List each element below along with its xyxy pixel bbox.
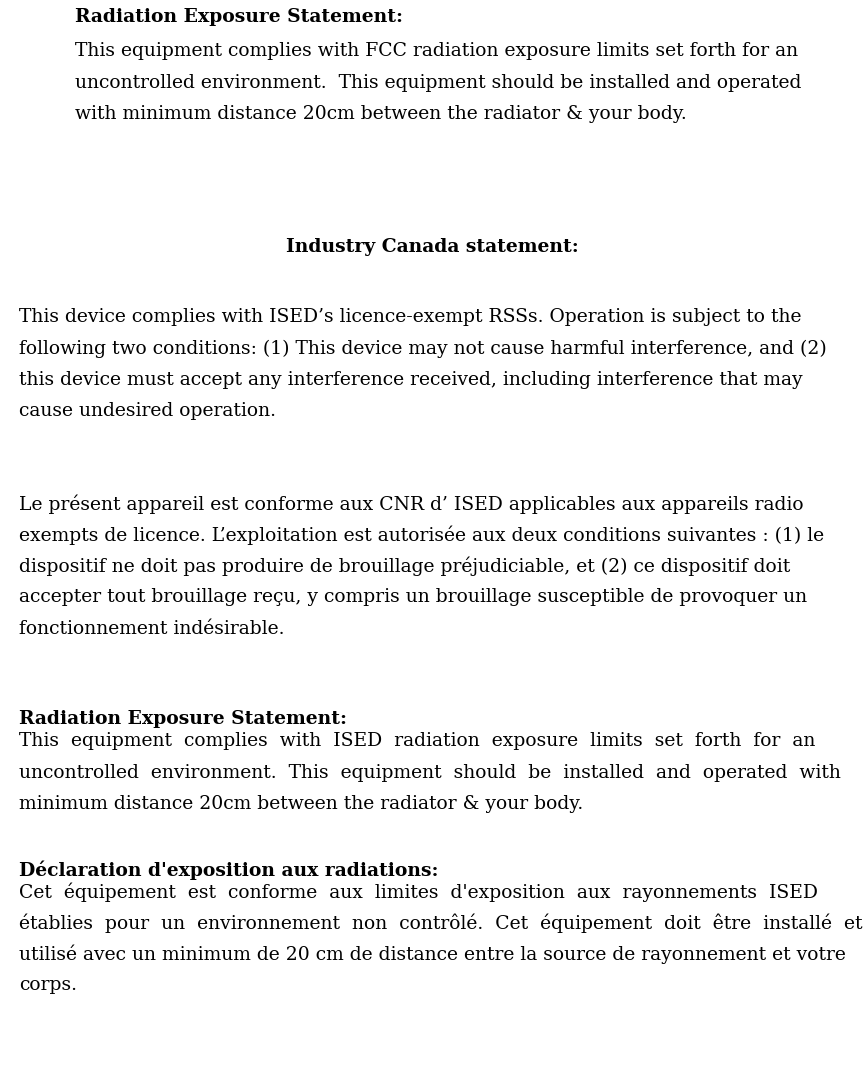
Text: exempts de licence. L’exploitation est autorisée aux deux conditions suivantes :: exempts de licence. L’exploitation est a…: [19, 526, 824, 545]
Text: Radiation Exposure Statement:: Radiation Exposure Statement:: [19, 710, 347, 728]
Text: following two conditions: (1) This device may not cause harmful interference, an: following two conditions: (1) This devic…: [19, 339, 827, 358]
Text: Cet  équipement  est  conforme  aux  limites  d'exposition  aux  rayonnements  I: Cet équipement est conforme aux limites …: [19, 882, 818, 902]
Text: uncontrolled environment.  This equipment should be installed and operated: uncontrolled environment. This equipment…: [75, 74, 802, 91]
Text: This  equipment  complies  with  ISED  radiation  exposure  limits  set  forth  : This equipment complies with ISED radiat…: [19, 732, 816, 750]
Text: Déclaration d'exposition aux radiations:: Déclaration d'exposition aux radiations:: [19, 860, 439, 879]
Text: this device must accept any interference received, including interference that m: this device must accept any interference…: [19, 371, 803, 389]
Text: This device complies with ISED’s licence-exempt RSSs. Operation is subject to th: This device complies with ISED’s licence…: [19, 308, 802, 326]
Text: établies  pour  un  environnement  non  contrôlé.  Cet  équipement  doit  être  : établies pour un environnement non contr…: [19, 914, 862, 933]
Text: minimum distance 20cm between the radiator & your body.: minimum distance 20cm between the radiat…: [19, 795, 583, 813]
Text: Radiation Exposure Statement:: Radiation Exposure Statement:: [75, 8, 403, 26]
Text: fonctionnement indésirable.: fonctionnement indésirable.: [19, 620, 284, 638]
Text: corps.: corps.: [19, 977, 77, 994]
Text: dispositif ne doit pas produire de brouillage préjudiciable, et (2) ce dispositi: dispositif ne doit pas produire de broui…: [19, 557, 791, 577]
Text: This equipment complies with FCC radiation exposure limits set forth for an: This equipment complies with FCC radiati…: [75, 42, 798, 60]
Text: utilisé avec un minimum de 20 cm de distance entre la source de rayonnement et v: utilisé avec un minimum de 20 cm de dist…: [19, 945, 846, 965]
Text: Industry Canada statement:: Industry Canada statement:: [286, 238, 578, 256]
Text: uncontrolled  environment.  This  equipment  should  be  installed  and  operate: uncontrolled environment. This equipment…: [19, 763, 841, 782]
Text: with minimum distance 20cm between the radiator & your body.: with minimum distance 20cm between the r…: [75, 105, 687, 122]
Text: cause undesired operation.: cause undesired operation.: [19, 402, 276, 421]
Text: accepter tout brouillage reçu, y compris un brouillage susceptible de provoquer : accepter tout brouillage reçu, y compris…: [19, 589, 807, 607]
Text: Le présent appareil est conforme aux CNR d’ ISED applicables aux appareils radio: Le présent appareil est conforme aux CNR…: [19, 494, 804, 514]
